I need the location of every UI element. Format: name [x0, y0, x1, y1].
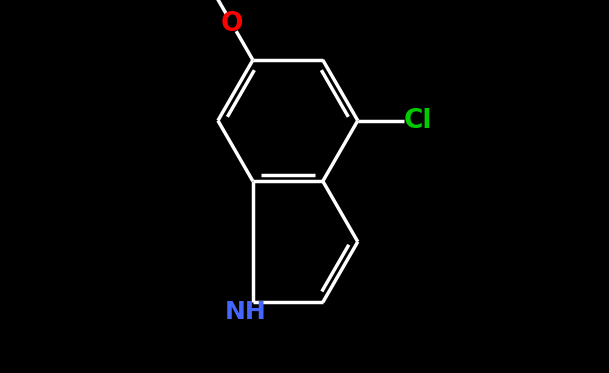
Text: NH: NH	[225, 300, 266, 324]
Text: O: O	[221, 11, 244, 37]
Text: Cl: Cl	[404, 107, 432, 134]
